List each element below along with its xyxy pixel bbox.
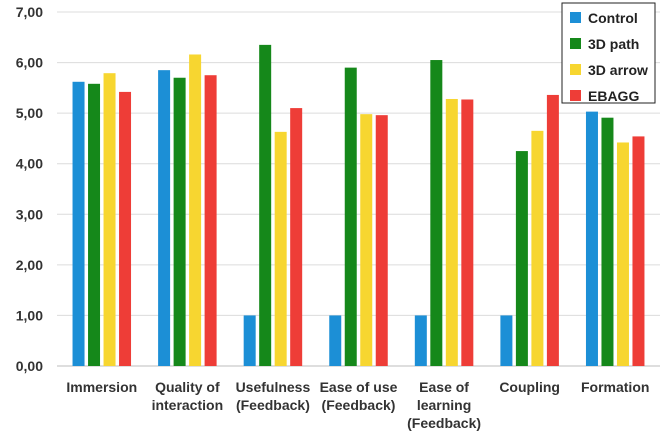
y-tick-label: 6,00 (16, 55, 43, 71)
bar-ebagg (204, 75, 217, 366)
x-category-label: Formation (581, 379, 649, 395)
bar-3d-arrow (531, 130, 544, 366)
legend-swatch (570, 64, 581, 75)
bar-control (158, 70, 171, 367)
legend-swatch (570, 12, 581, 23)
bar-ebagg (461, 99, 474, 366)
bar-ebagg (546, 94, 559, 367)
x-axis-labels: Immersion Quality of interaction Usefulness… (66, 379, 649, 431)
legend-label: 3D path (588, 36, 639, 52)
bar-control (243, 315, 256, 366)
bar-3d-path (601, 117, 614, 367)
legend-label: Control (588, 10, 638, 26)
bar-control (329, 315, 342, 366)
bar-control (500, 315, 513, 366)
bar-ebagg (290, 108, 303, 366)
y-tick-label: 5,00 (16, 105, 43, 121)
bar-3d-arrow (445, 98, 458, 367)
x-category-label: (Feedback) (322, 397, 396, 413)
y-tick-label: 1,00 (16, 307, 43, 323)
bar-3d-path (515, 151, 528, 366)
legend: Control 3D path 3D arrow EBAGG (561, 2, 656, 104)
legend-swatch (570, 38, 581, 49)
x-category-label: (Feedback) (236, 397, 310, 413)
bar-3d-path (88, 83, 101, 366)
x-category-label: Immersion (66, 379, 137, 395)
x-category-label: (Feedback) (407, 415, 481, 431)
x-category-label: interaction (152, 397, 224, 413)
y-tick-label: 4,00 (16, 156, 43, 172)
bars (72, 44, 645, 367)
x-category-label: Quality of (155, 379, 220, 395)
bar-3d-arrow (616, 142, 629, 366)
bar-3d-arrow (360, 114, 373, 366)
gridlines (57, 11, 660, 367)
y-tick-label: 3,00 (16, 206, 43, 222)
bar-ebagg (632, 136, 645, 366)
bar-3d-path (173, 77, 186, 366)
y-tick-label: 0,00 (16, 358, 43, 374)
x-category-label: Ease of (419, 379, 469, 395)
x-category-label: Coupling (499, 379, 560, 395)
bar-ebagg (119, 91, 132, 366)
y-axis-ticks: 0,00 1,00 2,00 3,00 4,00 5,00 6,00 7,00 (16, 4, 43, 374)
bar-control (414, 315, 427, 366)
bar-3d-path (430, 60, 443, 367)
y-tick-label: 7,00 (16, 4, 43, 20)
bar-3d-arrow (274, 131, 287, 366)
bar-3d-arrow (103, 73, 116, 366)
bar-ebagg (375, 115, 388, 366)
x-category-label: Usefulness (236, 379, 311, 395)
bar-control (72, 81, 85, 366)
legend-swatch (570, 90, 581, 101)
x-category-label: learning (417, 397, 471, 413)
legend-box (561, 2, 656, 104)
y-tick-label: 2,00 (16, 257, 43, 273)
bar-control (585, 111, 598, 366)
legend-label: 3D arrow (588, 62, 648, 78)
bar-3d-arrow (189, 54, 202, 366)
bar-3d-path (259, 44, 272, 366)
bar-3d-path (344, 67, 357, 366)
legend-label: EBAGG (588, 88, 639, 104)
x-category-label: Ease of use (320, 379, 398, 395)
